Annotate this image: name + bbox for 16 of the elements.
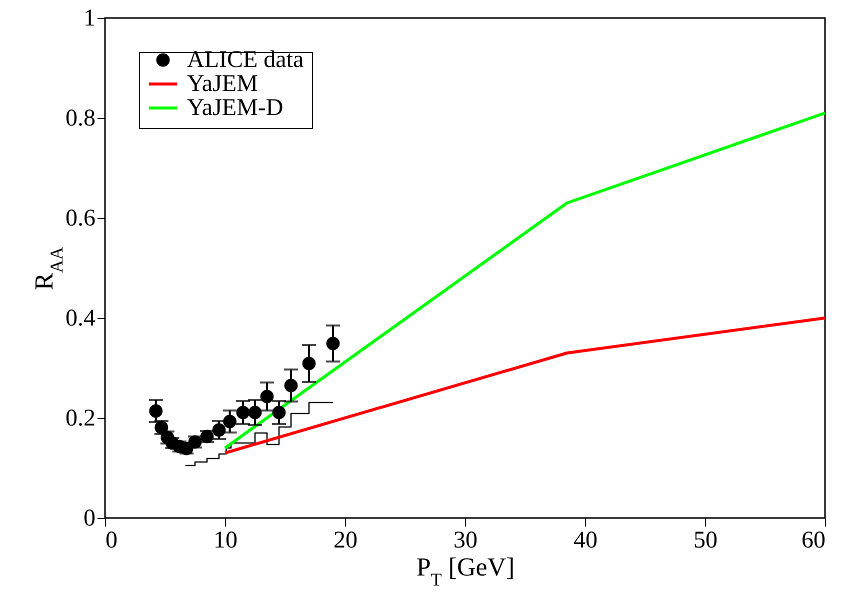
y-tick-label: 0.8 <box>66 106 96 132</box>
x-tick-label: 30 <box>454 528 478 554</box>
x-tick-label: 0 <box>106 528 118 554</box>
x-tick-label: 10 <box>214 528 238 554</box>
y-tick-label: 0 <box>84 506 96 532</box>
x-tick-label: 60 <box>802 528 826 554</box>
y-tick-label: 0.4 <box>66 306 96 332</box>
y-tick-label: 0.6 <box>66 206 96 232</box>
x-tick-label: 50 <box>694 528 718 554</box>
legend-label: YaJEM-D <box>187 95 284 121</box>
x-axis-title: P$_{T}$ [GeV] <box>416 552 515 590</box>
y-tick-label: 0.2 <box>66 406 96 432</box>
y-tick-label: 1 <box>84 6 96 32</box>
x-tick-label: 20 <box>334 528 358 554</box>
x-tick-label: 40 <box>574 528 598 554</box>
legend-label: YaJEM <box>187 71 258 97</box>
